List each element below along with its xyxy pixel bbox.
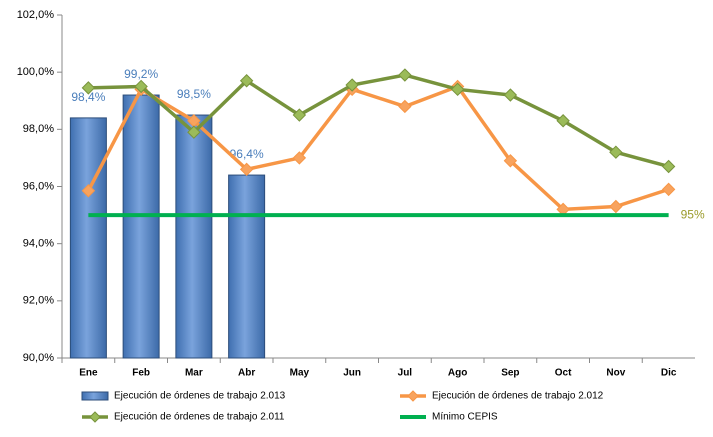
- legend-label: Mínimo CEPIS: [432, 412, 498, 423]
- marker: [503, 88, 518, 102]
- marker: [292, 151, 307, 165]
- y-tick-label: 102,0%: [17, 9, 55, 21]
- y-tick-label: 94,0%: [23, 238, 54, 250]
- marker: [81, 184, 96, 198]
- x-tick-label: Mar: [185, 368, 203, 379]
- legend-swatch: [81, 391, 109, 401]
- x-tick-label: Sep: [501, 368, 519, 379]
- legend-label: Ejecución de órdenes de trabajo 2.013: [114, 391, 286, 402]
- legend-label: Ejecución de órdenes de trabajo 2.012: [432, 391, 604, 402]
- bar: [122, 94, 160, 359]
- marker: [187, 125, 201, 139]
- marker: [661, 182, 676, 197]
- legend-label: Ejecución de órdenes de trabajo 2.011: [114, 412, 285, 423]
- bar: [228, 174, 266, 359]
- marker: [345, 78, 359, 92]
- x-tick-label: May: [290, 368, 310, 379]
- y-tick-label: 92,0%: [23, 295, 54, 307]
- marker: [556, 114, 570, 128]
- x-tick-label: Jun: [343, 368, 361, 379]
- line: [88, 73, 670, 169]
- x-tick-label: Abr: [238, 368, 255, 379]
- data-label: 98,4%: [71, 90, 105, 104]
- bar: [69, 117, 107, 359]
- data-label: 99,2%: [124, 67, 158, 81]
- marker: [450, 82, 465, 97]
- x-tick-label: Dic: [661, 368, 677, 379]
- bar: [175, 114, 213, 359]
- data-label: 98,5%: [177, 87, 211, 101]
- x-tick-label: Nov: [606, 368, 625, 379]
- line: [86, 84, 670, 212]
- threshold-label: 95%: [681, 207, 705, 221]
- marker: [398, 99, 412, 114]
- x-tick-label: Ago: [448, 368, 467, 379]
- marker: [609, 145, 623, 159]
- marker: [239, 162, 254, 177]
- marker: [661, 159, 676, 174]
- x-tick-label: Jul: [398, 368, 413, 379]
- legend-marker: [407, 390, 419, 402]
- data-label: 96,4%: [230, 147, 264, 161]
- marker: [398, 68, 412, 82]
- marker: [292, 108, 307, 122]
- x-tick-label: Ene: [79, 368, 98, 379]
- marker: [81, 81, 96, 95]
- marker: [134, 79, 148, 94]
- marker: [609, 199, 623, 214]
- y-tick-label: 100,0%: [17, 66, 55, 78]
- y-tick-label: 90,0%: [23, 352, 54, 364]
- y-tick-label: 96,0%: [23, 180, 54, 192]
- marker: [239, 74, 254, 88]
- x-tick-label: Feb: [132, 368, 150, 379]
- marker: [503, 154, 518, 168]
- legend-marker: [89, 411, 101, 423]
- y-tick-label: 98,0%: [23, 123, 54, 135]
- x-tick-label: Oct: [555, 368, 572, 379]
